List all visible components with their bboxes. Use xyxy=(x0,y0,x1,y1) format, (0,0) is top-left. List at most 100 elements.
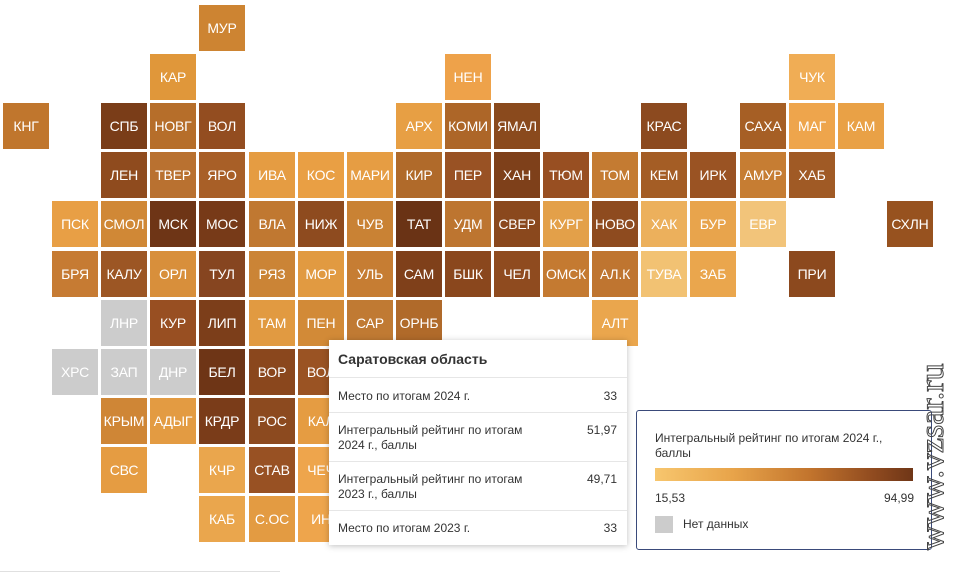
tooltip-row-label: Место по итогам 2024 г. xyxy=(338,389,471,403)
region-tile[interactable]: КНГ xyxy=(3,103,49,149)
legend-max-label: 94,99 xyxy=(883,491,914,505)
tooltip-row-label: Интегральный рейтинг по итогам 2023 г., … xyxy=(338,472,523,501)
region-tile[interactable]: С.ОС xyxy=(249,496,295,542)
region-tile[interactable]: КАМ xyxy=(838,103,884,149)
region-tile[interactable]: ПСК xyxy=(52,201,98,247)
region-tile[interactable]: АМУР xyxy=(740,152,786,198)
region-tile[interactable]: СТАВ xyxy=(249,447,295,493)
region-tile[interactable]: УДМ xyxy=(445,201,491,247)
region-tile[interactable]: ЧУК xyxy=(789,54,835,100)
region-tile[interactable]: ЯМАЛ xyxy=(494,103,540,149)
region-tile[interactable]: ПЕН xyxy=(298,300,344,346)
region-tile[interactable]: СХЛН xyxy=(887,201,933,247)
region-tile[interactable]: ИВА xyxy=(249,152,295,198)
region-tile[interactable]: ВОЛ xyxy=(199,103,245,149)
region-tile[interactable]: АЛ.К xyxy=(592,251,638,297)
region-tile[interactable]: ЛИП xyxy=(199,300,245,346)
region-tile[interactable]: ОМСК xyxy=(543,251,589,297)
region-tile[interactable]: КЧР xyxy=(199,447,245,493)
region-tile[interactable]: ИРК xyxy=(690,152,736,198)
region-tile[interactable]: СМОЛ xyxy=(101,201,147,247)
region-tile[interactable]: ДНР xyxy=(150,349,196,395)
region-tile[interactable]: НОВО xyxy=(592,201,638,247)
region-tile[interactable]: МОР xyxy=(298,251,344,297)
region-tile[interactable]: РЯЗ xyxy=(249,251,295,297)
legend-gradient-bar xyxy=(655,468,913,481)
region-tile[interactable]: АЛТ xyxy=(592,300,638,346)
region-tile[interactable]: НОВГ xyxy=(150,103,196,149)
region-tile[interactable]: ЛЕН xyxy=(101,152,147,198)
region-tile[interactable]: ТУЛ xyxy=(199,251,245,297)
region-tile[interactable]: БЕЛ xyxy=(199,349,245,395)
region-tile[interactable]: МОС xyxy=(199,201,245,247)
region-tile[interactable]: БУР xyxy=(690,201,736,247)
region-tile[interactable]: МУР xyxy=(199,5,245,51)
region-tile[interactable]: ХРС xyxy=(52,349,98,395)
region-tile[interactable]: ПЕР xyxy=(445,152,491,198)
region-tile[interactable]: ПРИ xyxy=(789,251,835,297)
region-tile[interactable]: ЧУВ xyxy=(347,201,393,247)
region-tile[interactable]: СВЕР xyxy=(494,201,540,247)
region-tile[interactable]: КАЛУ xyxy=(101,251,147,297)
legend-nodata-label: Нет данных xyxy=(683,517,749,531)
region-tile[interactable]: ОРНБ xyxy=(396,300,442,346)
region-tile[interactable]: МАГ xyxy=(789,103,835,149)
region-tile[interactable]: КРЫМ xyxy=(101,398,147,444)
region-tile[interactable]: АДЫГ xyxy=(150,398,196,444)
region-tile[interactable]: БРЯ xyxy=(52,251,98,297)
region-tile[interactable]: ХАБ xyxy=(789,152,835,198)
legend-title: Интегральный рейтинг по итогам 2024 г., … xyxy=(655,431,883,460)
tooltip-row-score-2024: Интегральный рейтинг по итогам 2024 г., … xyxy=(329,412,627,461)
region-tile[interactable]: БШК xyxy=(445,251,491,297)
region-tile[interactable]: ЯРО xyxy=(199,152,245,198)
region-tile[interactable]: КЕМ xyxy=(641,152,687,198)
region-tile[interactable]: ТВЕР xyxy=(150,152,196,198)
region-tile[interactable]: КУР xyxy=(150,300,196,346)
region-tooltip: Саратовская область Место по итогам 2024… xyxy=(329,340,627,545)
region-tile[interactable]: КОС xyxy=(298,152,344,198)
region-tile[interactable]: КАР xyxy=(150,54,196,100)
region-tile[interactable]: ТОМ xyxy=(592,152,638,198)
region-tile[interactable]: НЕН xyxy=(445,54,491,100)
tooltip-row-rank-2024: Место по итогам 2024 г. 33 xyxy=(329,377,627,412)
region-tile[interactable]: ЗАБ xyxy=(690,251,736,297)
region-tile[interactable]: САХА xyxy=(740,103,786,149)
tooltip-row-score-2023: Интегральный рейтинг по итогам 2023 г., … xyxy=(329,461,627,510)
region-tile[interactable]: САМ xyxy=(396,251,442,297)
region-tile[interactable]: ЕВР xyxy=(740,201,786,247)
legend-nodata-swatch xyxy=(655,516,673,533)
region-tile[interactable]: КРАС xyxy=(641,103,687,149)
region-tile[interactable]: ТАТ xyxy=(396,201,442,247)
region-tile[interactable]: КИР xyxy=(396,152,442,198)
divider xyxy=(0,571,280,572)
tooltip-row-value: 33 xyxy=(603,389,617,403)
region-tile[interactable]: ТУВА xyxy=(641,251,687,297)
region-tile[interactable]: ЧЕЛ xyxy=(494,251,540,297)
tooltip-title: Саратовская область xyxy=(338,351,488,367)
region-tile[interactable]: УЛЬ xyxy=(347,251,393,297)
region-tile[interactable]: ЛНР xyxy=(101,300,147,346)
region-tile[interactable]: ТЮМ xyxy=(543,152,589,198)
region-tile[interactable]: КАБ xyxy=(199,496,245,542)
region-tile[interactable]: ВОР xyxy=(249,349,295,395)
tooltip-row-value: 51,97 xyxy=(586,423,617,437)
region-tile[interactable]: ТАМ xyxy=(249,300,295,346)
tooltip-row-label: Интегральный рейтинг по итогам 2024 г., … xyxy=(338,423,523,452)
region-tile[interactable]: ХАК xyxy=(641,201,687,247)
region-tile[interactable]: ВЛА xyxy=(249,201,295,247)
region-tile[interactable]: НИЖ xyxy=(298,201,344,247)
region-tile[interactable]: МСК xyxy=(150,201,196,247)
region-tile[interactable]: АРХ xyxy=(396,103,442,149)
region-tile[interactable]: ХАН xyxy=(494,152,540,198)
region-tile[interactable]: СВС xyxy=(101,447,147,493)
region-tile[interactable]: САР xyxy=(345,298,395,348)
region-tile[interactable]: РОС xyxy=(249,398,295,444)
tooltip-row-label: Место по итогам 2023 г. xyxy=(338,521,471,535)
region-tile[interactable]: СПБ xyxy=(101,103,147,149)
region-tile[interactable]: КРДР xyxy=(199,398,245,444)
region-tile[interactable]: ОРЛ xyxy=(150,251,196,297)
region-tile[interactable]: МАРИ xyxy=(347,152,393,198)
region-tile[interactable]: ЗАП xyxy=(101,349,147,395)
region-tile[interactable]: КУРГ xyxy=(543,201,589,247)
region-tile[interactable]: КОМИ xyxy=(445,103,491,149)
